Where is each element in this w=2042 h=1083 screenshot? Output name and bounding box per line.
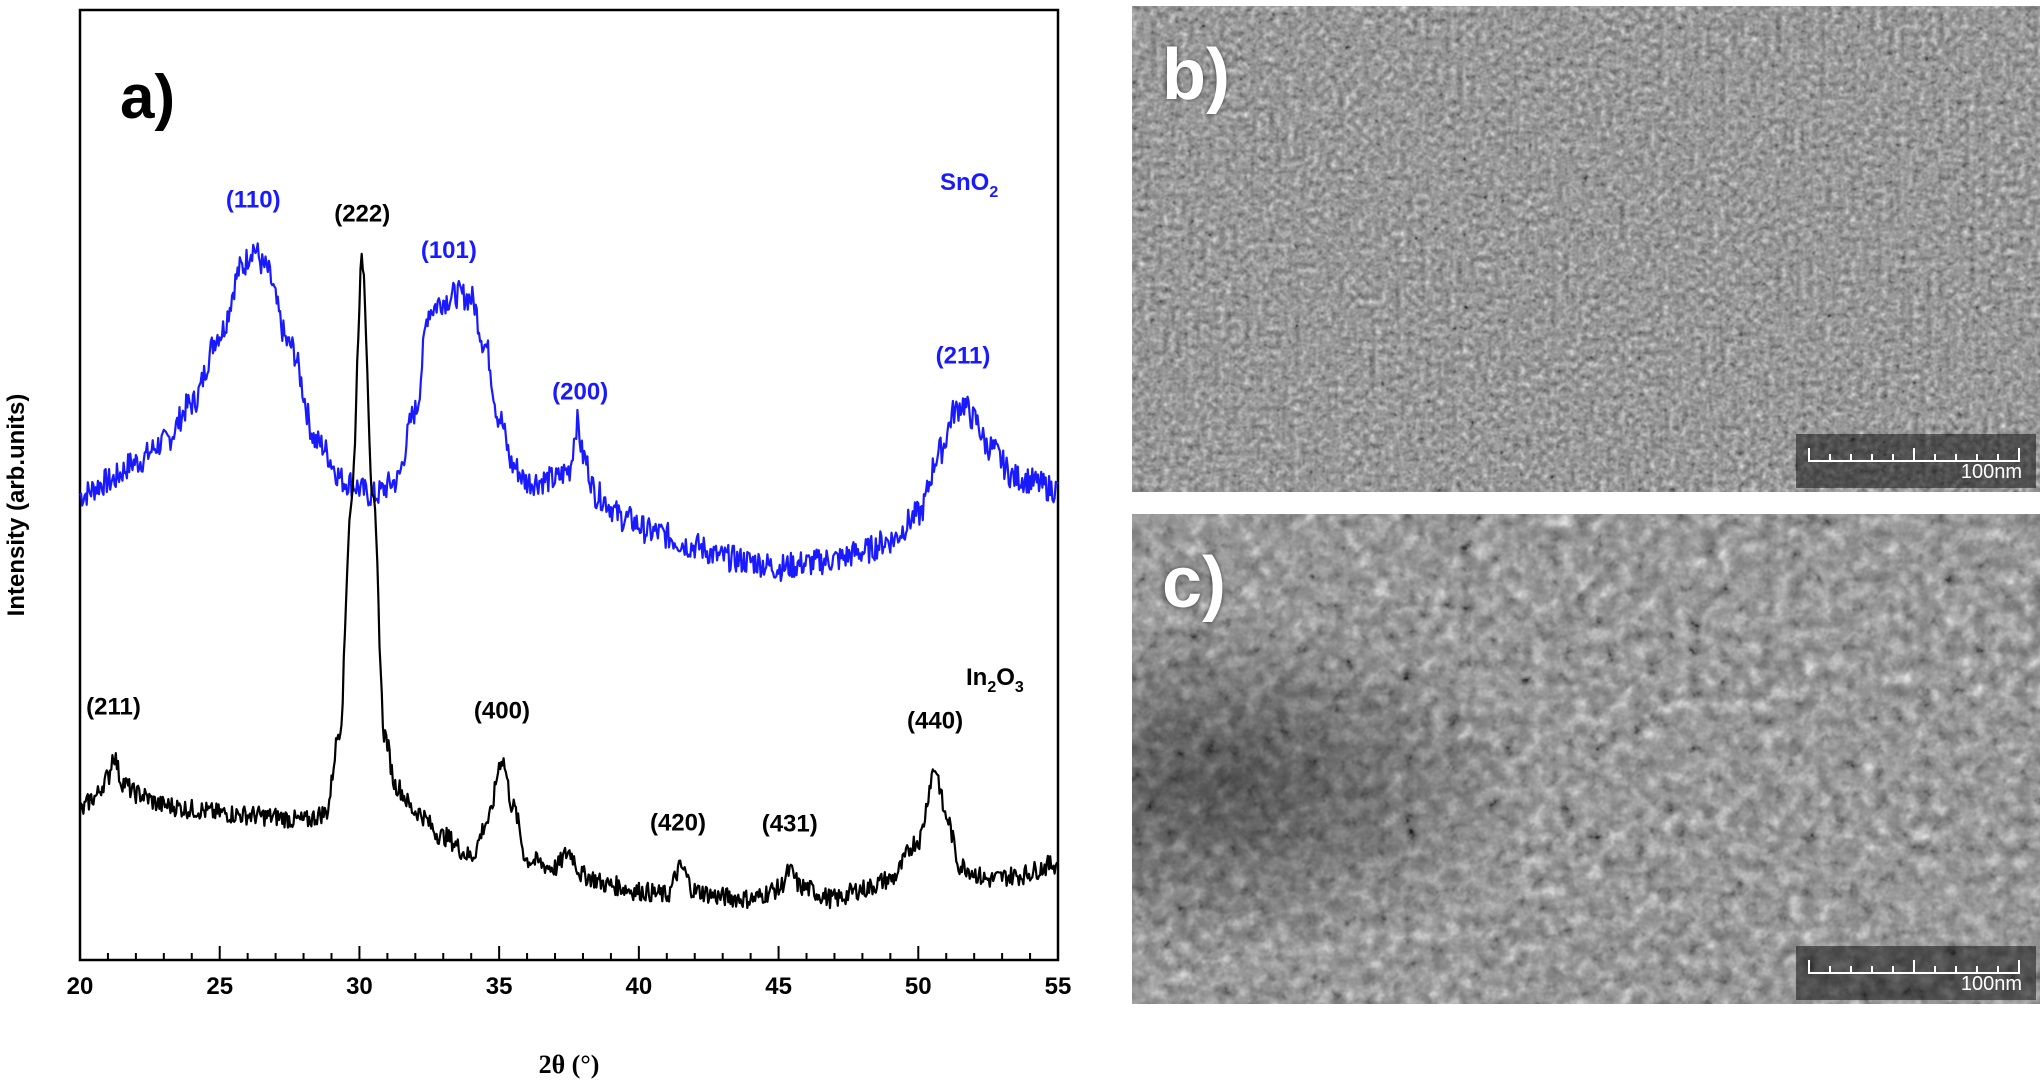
scale-bar-tick [1976, 966, 1978, 974]
series-layer [78, 242, 1059, 910]
scale-bar-tick [2018, 960, 2020, 974]
peak-labels: (110) (101) (200) (211) (211) (222) (400) (420)… [86, 187, 990, 838]
panel-letter-a: a) [120, 63, 175, 132]
scale-bar-ticks [1808, 446, 2020, 462]
x-tick-label: 20 [67, 973, 94, 1000]
x-axis-tick-labels: 20 25 30 35 40 45 50 55 [67, 973, 1072, 1000]
sem-image-b: b) 100nm [1132, 6, 2040, 492]
x-tick-label: 45 [765, 973, 792, 1000]
x-tick-label: 55 [1045, 973, 1072, 1000]
scale-bar-tick [1871, 966, 1873, 974]
peak-label: (400) [474, 698, 530, 725]
scale-bar-tick [2018, 448, 2020, 462]
series-label-sno2: SnO2 [940, 169, 998, 201]
scale-bar-tick [1997, 454, 1999, 462]
x-tick-label: 50 [905, 973, 932, 1000]
peak-label: (101) [421, 237, 477, 264]
scale-bar-tick [1871, 454, 1873, 462]
scale-bar-ticks [1808, 958, 2020, 974]
sem-image-c: c) 100nm [1132, 514, 2040, 1004]
panel-letter-b: b) [1162, 35, 1230, 115]
peak-label: (110) [226, 187, 281, 214]
x-axis-ticks [79, 946, 1059, 960]
scale-bar-tick [1850, 454, 1852, 462]
sem-texture-b [1132, 6, 2040, 492]
scale-bar-tick [1955, 966, 1957, 974]
scale-bar-tick [1808, 448, 1810, 462]
scale-bar-tick [1934, 454, 1936, 462]
scale-bar-b: 100nm [1796, 434, 2036, 488]
peak-label: (200) [552, 379, 608, 406]
y-axis-label: Intensity (arb.units) [3, 394, 30, 617]
scale-bar-tick [1955, 454, 1957, 462]
peak-label: (211) [86, 694, 141, 721]
x-axis-label: 2θ (°) [539, 1050, 600, 1079]
scale-bar-label: 100nm [1960, 973, 2022, 995]
scale-bar-tick [1913, 960, 1915, 974]
scale-bar-tick [1892, 966, 1894, 974]
peak-label: (431) [762, 811, 818, 838]
scale-bar-c: 100nm [1796, 946, 2036, 1000]
scale-bar-tick [1829, 966, 1831, 974]
x-tick-label: 30 [346, 973, 373, 1000]
plot-frame [78, 8, 1060, 962]
panel-letter-c: c) [1162, 543, 1227, 623]
peak-label: (211) [936, 343, 991, 370]
scale-bar-tick [1850, 966, 1852, 974]
scale-bar-tick [1829, 454, 1831, 462]
x-tick-label: 35 [486, 973, 513, 1000]
sem-texture-c [1132, 514, 2040, 1004]
series-line-sno2 [79, 242, 1059, 582]
peak-label: (440) [907, 707, 963, 734]
scale-bar-tick [1892, 454, 1894, 462]
series-line-in2o3 [78, 252, 1059, 910]
scale-bar-tick [1808, 960, 1810, 974]
series-label-in2o3: In2O3 [966, 664, 1024, 696]
x-tick-label: 40 [626, 973, 653, 1000]
scale-bar-tick [1976, 454, 1978, 462]
peak-label: (222) [334, 200, 390, 227]
peak-label: (420) [650, 810, 706, 837]
scale-bar-tick [1934, 966, 1936, 974]
x-tick-label: 25 [206, 973, 233, 1000]
scale-bar-label: 100nm [1960, 461, 2022, 483]
xrd-chart: 20 25 30 35 40 45 50 55 (110) (101) (200) (211) (21… [3, 8, 1072, 1079]
scale-bar-tick [1997, 966, 1999, 974]
scale-bar-tick [1913, 448, 1915, 462]
